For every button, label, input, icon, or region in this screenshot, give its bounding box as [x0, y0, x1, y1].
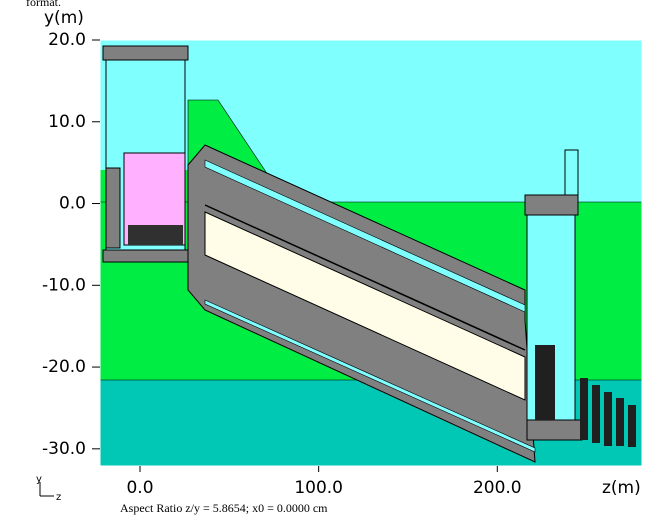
x-tick-label: 100.0 — [294, 478, 343, 498]
geometry — [100, 40, 642, 466]
y-tick-label: -30.0 — [42, 439, 86, 459]
x-tick-label: 200.0 — [473, 478, 522, 498]
x-tick-label: 0.0 — [126, 478, 153, 498]
x-axis-label: z(m) — [602, 478, 641, 498]
axes-icon: y z — [36, 474, 61, 503]
y-axis-label: y(m) — [44, 8, 84, 28]
y-tick-label: -10.0 — [42, 275, 86, 295]
figure: format. y(m) z(m) Aspect Ratio z/y = 5.8… — [0, 0, 662, 521]
icon-z: z — [56, 492, 61, 503]
y-tick-label: 10.0 — [48, 112, 86, 132]
footer: Aspect Ratio z/y = 5.8654; x0 = 0.0000 c… — [120, 501, 328, 515]
y-tick-label: -20.0 — [42, 357, 86, 377]
y-tick-label: 0.0 — [59, 194, 86, 214]
icon-y: y — [36, 474, 42, 485]
y-tick-label: 20.0 — [48, 30, 86, 50]
